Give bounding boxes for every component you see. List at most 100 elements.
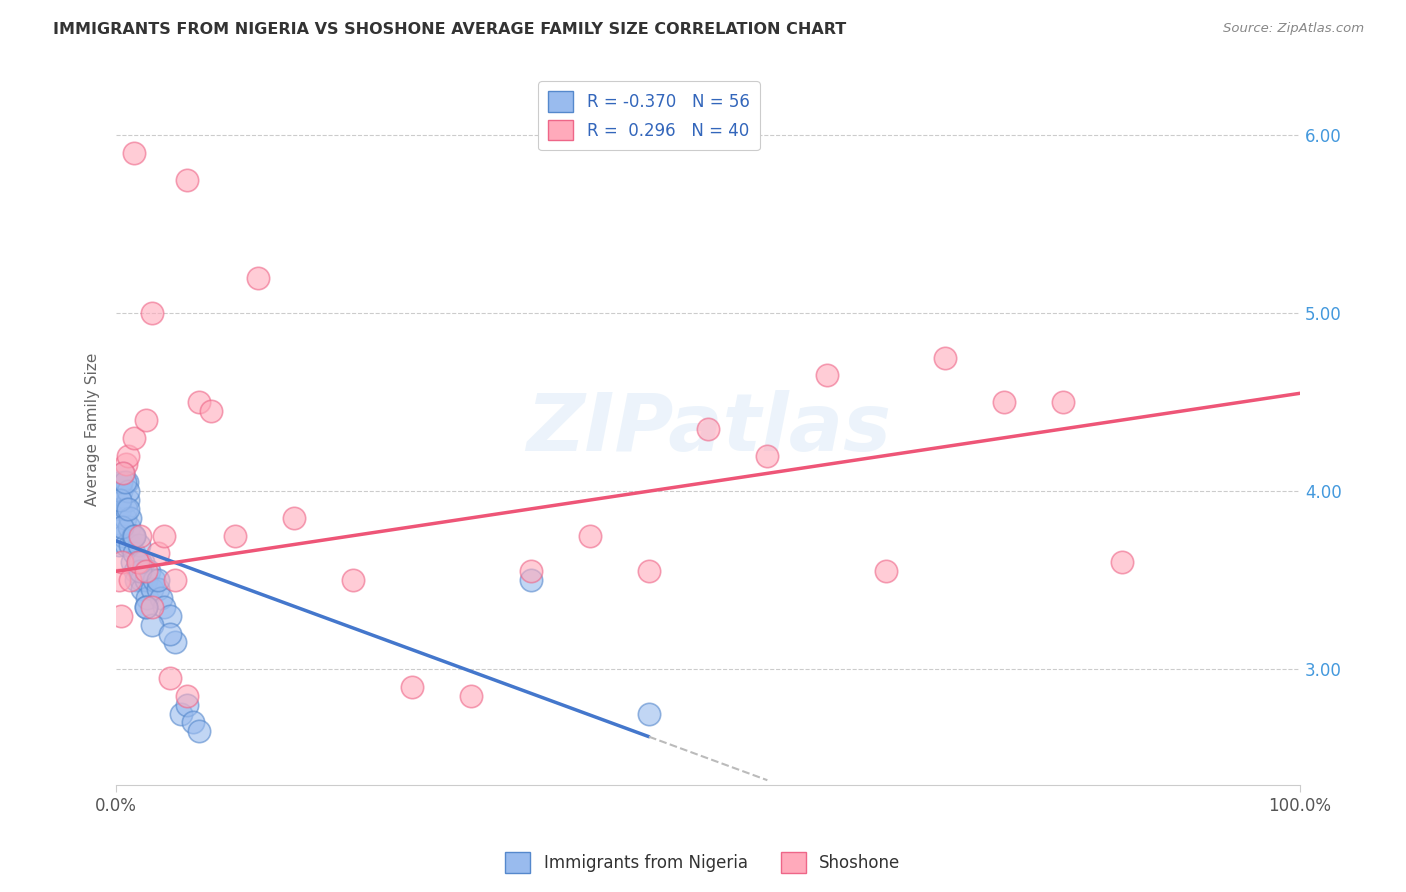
Point xyxy=(112,467,135,481)
Point xyxy=(141,306,163,320)
Point xyxy=(122,528,145,542)
Point xyxy=(200,404,222,418)
Point xyxy=(107,537,129,551)
Point xyxy=(519,573,541,587)
Point xyxy=(118,520,141,534)
Point xyxy=(170,706,193,721)
Point xyxy=(122,146,145,161)
Point xyxy=(114,458,136,472)
Point xyxy=(108,493,131,508)
Point xyxy=(121,555,143,569)
Point xyxy=(152,599,174,614)
Point xyxy=(152,528,174,542)
Point xyxy=(815,368,838,383)
Point xyxy=(129,555,152,569)
Point xyxy=(638,564,661,578)
Point xyxy=(934,351,956,365)
Point xyxy=(146,582,169,596)
Text: IMMIGRANTS FROM NIGERIA VS SHOSHONE AVERAGE FAMILY SIZE CORRELATION CHART: IMMIGRANTS FROM NIGERIA VS SHOSHONE AVER… xyxy=(53,22,846,37)
Point xyxy=(110,484,132,499)
Point xyxy=(460,689,482,703)
Point xyxy=(121,528,143,542)
Point xyxy=(1111,555,1133,569)
Point xyxy=(115,475,138,490)
Point xyxy=(146,573,169,587)
Text: Source: ZipAtlas.com: Source: ZipAtlas.com xyxy=(1223,22,1364,36)
Point xyxy=(578,528,600,542)
Point xyxy=(159,671,181,685)
Point xyxy=(127,555,149,569)
Point xyxy=(1052,395,1074,409)
Legend: Immigrants from Nigeria, Shoshone: Immigrants from Nigeria, Shoshone xyxy=(499,846,907,880)
Point xyxy=(114,502,136,516)
Point xyxy=(120,537,142,551)
Point xyxy=(143,573,166,587)
Point xyxy=(117,502,139,516)
Point xyxy=(401,680,423,694)
Point xyxy=(129,564,152,578)
Y-axis label: Average Family Size: Average Family Size xyxy=(86,352,100,506)
Point xyxy=(120,511,142,525)
Point xyxy=(122,431,145,445)
Point xyxy=(107,573,129,587)
Point xyxy=(125,573,148,587)
Point xyxy=(135,599,157,614)
Point xyxy=(110,475,132,490)
Point xyxy=(114,475,136,490)
Point xyxy=(141,599,163,614)
Point xyxy=(135,413,157,427)
Point xyxy=(117,449,139,463)
Point xyxy=(120,573,142,587)
Point xyxy=(111,520,134,534)
Point xyxy=(135,564,157,578)
Point xyxy=(188,395,211,409)
Point xyxy=(114,537,136,551)
Point xyxy=(127,555,149,569)
Point xyxy=(138,564,160,578)
Point xyxy=(176,689,198,703)
Point xyxy=(756,449,779,463)
Point xyxy=(117,484,139,499)
Point xyxy=(697,422,720,436)
Point xyxy=(108,502,131,516)
Legend: R = -0.370   N = 56, R =  0.296   N = 40: R = -0.370 N = 56, R = 0.296 N = 40 xyxy=(538,81,759,151)
Point xyxy=(159,608,181,623)
Point xyxy=(112,528,135,542)
Point xyxy=(188,724,211,739)
Point xyxy=(176,173,198,187)
Point xyxy=(135,573,157,587)
Point xyxy=(122,528,145,542)
Point xyxy=(146,546,169,560)
Point xyxy=(124,564,146,578)
Point xyxy=(129,573,152,587)
Text: ZIPatlas: ZIPatlas xyxy=(526,390,890,468)
Point xyxy=(141,617,163,632)
Point xyxy=(638,706,661,721)
Point xyxy=(283,511,305,525)
Point xyxy=(181,715,204,730)
Point xyxy=(128,537,150,551)
Point xyxy=(111,555,134,569)
Point xyxy=(247,270,270,285)
Point xyxy=(129,564,152,578)
Point xyxy=(993,395,1015,409)
Point xyxy=(141,582,163,596)
Point xyxy=(122,546,145,560)
Point xyxy=(176,698,198,712)
Point xyxy=(132,555,155,569)
Point xyxy=(131,582,153,596)
Point xyxy=(135,599,157,614)
Point xyxy=(165,573,187,587)
Point xyxy=(159,626,181,640)
Point xyxy=(342,573,364,587)
Point xyxy=(129,528,152,542)
Point xyxy=(875,564,897,578)
Point xyxy=(111,520,134,534)
Point xyxy=(136,591,159,605)
Point xyxy=(165,635,187,649)
Point xyxy=(114,511,136,525)
Point xyxy=(110,608,132,623)
Point xyxy=(519,564,541,578)
Point xyxy=(112,467,135,481)
Point xyxy=(224,528,246,542)
